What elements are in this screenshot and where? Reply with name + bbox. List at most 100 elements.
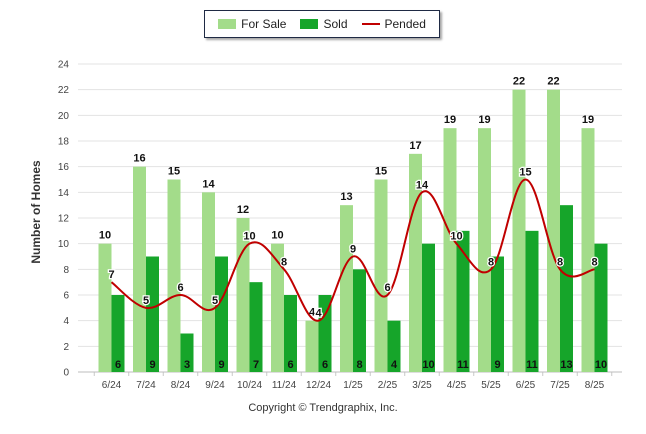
bar-for-sale: [581, 128, 595, 372]
data-label-for-sale: 10: [271, 230, 283, 242]
data-label-pended: 10: [450, 231, 462, 243]
x-tick-label: 10/24: [237, 380, 262, 391]
data-label-sold: 10: [422, 359, 434, 371]
data-label-for-sale: 4: [309, 307, 316, 319]
bar-sold: [525, 230, 539, 372]
data-label-for-sale: 15: [375, 166, 387, 178]
bar-sold: [594, 243, 608, 372]
y-tick-label: 14: [58, 188, 70, 199]
y-tick-label: 10: [58, 239, 70, 250]
data-label-pended: 8: [591, 256, 597, 268]
bar-for-sale: [409, 153, 422, 372]
bar-sold: [111, 295, 125, 372]
data-label-for-sale: 12: [237, 204, 249, 216]
data-label-pended: 5: [212, 295, 218, 307]
data-label-for-sale: 19: [444, 114, 456, 126]
data-label-sold: 7: [253, 359, 259, 371]
legend-label-pended: Pended: [384, 17, 426, 31]
x-tick-label: 6/24: [102, 380, 122, 391]
data-label-for-sale: 19: [582, 114, 594, 126]
bar-for-sale: [478, 128, 491, 372]
bar-sold: [560, 205, 573, 372]
x-tick-label: 12/24: [306, 380, 331, 391]
data-label-sold: 9: [494, 359, 500, 371]
data-label-for-sale: 16: [133, 153, 145, 165]
data-label-sold: 6: [322, 359, 328, 371]
bar-for-sale: [133, 166, 146, 372]
legend-swatch-for-sale: [218, 19, 237, 29]
y-tick-label: 22: [58, 85, 70, 96]
x-tick-label: 8/24: [171, 380, 191, 391]
data-label-sold: 6: [115, 359, 121, 371]
data-label-sold: 9: [218, 359, 224, 371]
data-label-pended: 6: [177, 282, 183, 294]
bar-for-sale: [340, 205, 353, 372]
x-tick-label: 1/25: [343, 380, 363, 391]
data-labels: 10 6 16 9 15 3 14 9 12 7 10 6 4 6 13 8 15 4 17 10 19 11 19 9 22 1…: [99, 76, 607, 371]
x-axis-ticks: 6/24 7/24 8/24 9/24 10/24 11/24 12/24 1/25 2/25 3…: [102, 380, 605, 391]
data-label-sold: 4: [391, 359, 398, 371]
y-tick-label: 4: [63, 316, 69, 327]
y-tick-label: 0: [63, 368, 69, 379]
bar-sold: [387, 320, 401, 372]
data-label-pended: 6: [384, 282, 390, 294]
data-label-for-sale: 19: [478, 114, 490, 126]
data-label-sold: 9: [149, 359, 155, 371]
y-tick-label: 24: [58, 60, 70, 71]
legend-label-sold: Sold: [323, 17, 348, 31]
bar-for-sale: [98, 243, 112, 372]
pended-line-series: [110, 178, 595, 322]
y-tick-label: 18: [58, 137, 70, 148]
x-tick-label: 6/25: [516, 380, 536, 391]
bar-sold: [180, 333, 194, 372]
data-label-sold: 13: [560, 359, 572, 371]
data-label-pended: 15: [519, 167, 531, 179]
x-tick-label: 7/24: [136, 380, 156, 391]
data-label-sold: 3: [184, 359, 190, 371]
bar-sold: [318, 295, 332, 372]
y-axis-label: Number of Homes: [29, 160, 43, 264]
bar-sold: [353, 269, 366, 372]
bar-for-sale: [167, 179, 181, 372]
legend-swatch-sold: [300, 19, 319, 29]
bar-for-sale: [271, 243, 284, 372]
bar-sold: [284, 295, 297, 372]
legend: For Sale Sold Pended: [204, 10, 440, 38]
bar-for-sale: [305, 320, 319, 372]
data-label-pended: 8: [281, 256, 287, 268]
data-label-for-sale: 10: [99, 230, 111, 242]
bar-for-sale: [374, 179, 388, 372]
y-tick-label: 8: [63, 265, 69, 276]
y-tick-label: 16: [58, 162, 70, 173]
data-label-sold: 6: [287, 359, 293, 371]
bar-sold: [491, 256, 504, 372]
data-label-for-sale: 22: [547, 76, 559, 88]
data-label-sold: 11: [457, 359, 469, 371]
x-tick-label: 5/25: [481, 380, 501, 391]
data-label-pended: 14: [416, 179, 429, 191]
bar-for-sale: [443, 128, 457, 372]
legend-item-pended[interactable]: Pended: [361, 17, 426, 31]
data-label-for-sale: 13: [340, 191, 352, 203]
data-label-pended: 10: [243, 231, 255, 243]
x-tick-label: 8/25: [585, 380, 605, 391]
data-label-for-sale: 15: [168, 166, 180, 178]
x-tick-label: 11/24: [272, 380, 297, 391]
legend-item-sold[interactable]: Sold: [300, 17, 348, 31]
data-label-for-sale: 22: [513, 76, 525, 88]
bar-sold: [249, 282, 263, 372]
x-tick-label: 2/25: [378, 380, 398, 391]
y-tick-label: 20: [58, 111, 70, 122]
x-tick-label: 3/25: [412, 380, 432, 391]
bar-sold: [146, 256, 159, 372]
bar-for-sale: [202, 192, 215, 372]
data-label-sold: 8: [356, 359, 362, 371]
legend-item-for-sale[interactable]: For Sale: [218, 17, 286, 31]
data-label-pended: 9: [350, 244, 356, 256]
pended-line: [110, 178, 595, 322]
x-tick-label: 9/24: [205, 380, 225, 391]
data-label-sold: 10: [595, 359, 607, 371]
data-label-for-sale: 17: [409, 140, 421, 152]
